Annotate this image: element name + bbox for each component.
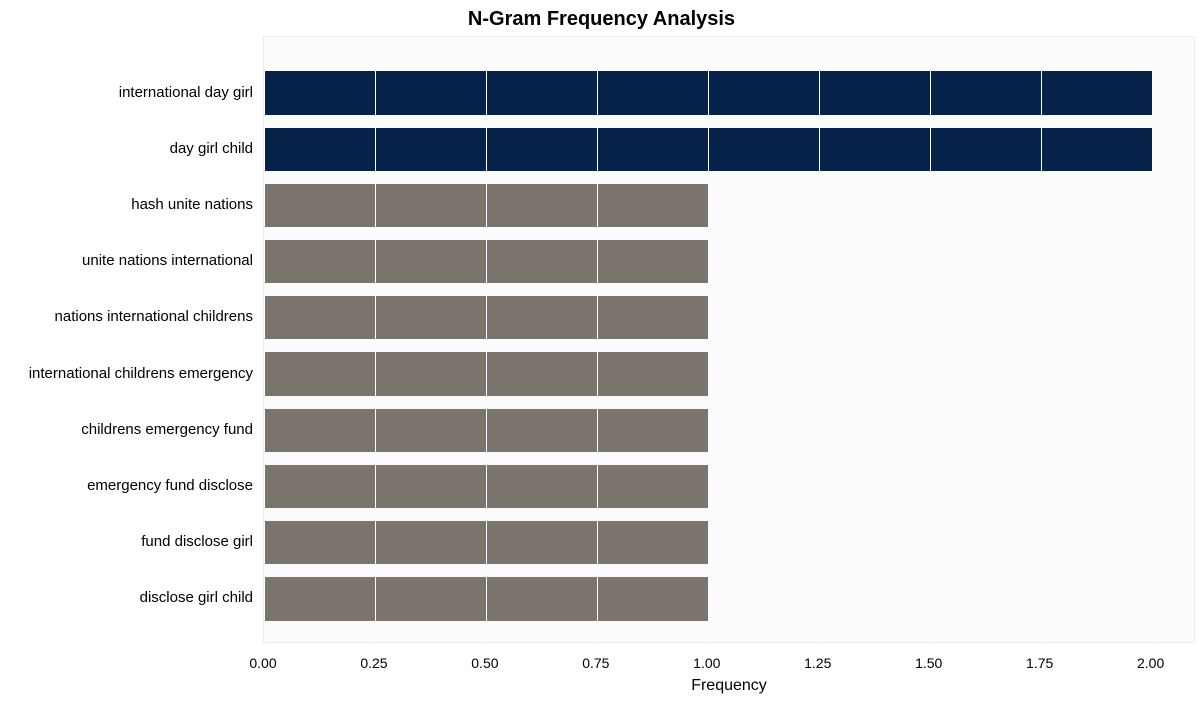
x-axis-label: Frequency xyxy=(263,677,1195,695)
x-tick-label: 0.25 xyxy=(360,655,387,671)
y-tick-label: disclose girl child xyxy=(0,588,259,608)
y-tick-label: childrens emergency fund xyxy=(0,419,259,439)
x-tick-label: 2.00 xyxy=(1137,655,1164,671)
grid-line xyxy=(486,37,487,642)
x-tick-label: 1.50 xyxy=(915,655,942,671)
chart-title: N-Gram Frequency Analysis xyxy=(0,8,1203,31)
y-axis-labels: international day girl day girl child hash… xyxy=(0,36,259,643)
bars-layer xyxy=(264,37,1194,642)
grid-line xyxy=(264,37,265,642)
y-tick-label: international day girl xyxy=(0,82,259,102)
grid-line xyxy=(597,37,598,642)
y-tick-label: nations international childrens xyxy=(0,307,259,327)
y-tick-label: emergency fund disclose xyxy=(0,475,259,495)
y-tick-label: hash unite nations xyxy=(0,194,259,214)
y-tick-label: day girl child xyxy=(0,138,259,158)
x-tick-label: 1.75 xyxy=(1026,655,1053,671)
y-tick-label: fund disclose girl xyxy=(0,532,259,552)
grid-line xyxy=(930,37,931,642)
grid-line xyxy=(1152,37,1153,642)
x-tick-label: 0.00 xyxy=(249,655,276,671)
grid-line xyxy=(819,37,820,642)
x-tick-label: 0.50 xyxy=(471,655,498,671)
y-tick-label: international childrens emergency xyxy=(0,363,259,383)
grid-line xyxy=(1041,37,1042,642)
x-tick-label: 1.00 xyxy=(693,655,720,671)
plot-area xyxy=(263,36,1195,643)
x-tick-label: 0.75 xyxy=(582,655,609,671)
y-tick-label: unite nations international xyxy=(0,251,259,271)
grid-line xyxy=(708,37,709,642)
x-tick-label: 1.25 xyxy=(804,655,831,671)
grid-line xyxy=(375,37,376,642)
